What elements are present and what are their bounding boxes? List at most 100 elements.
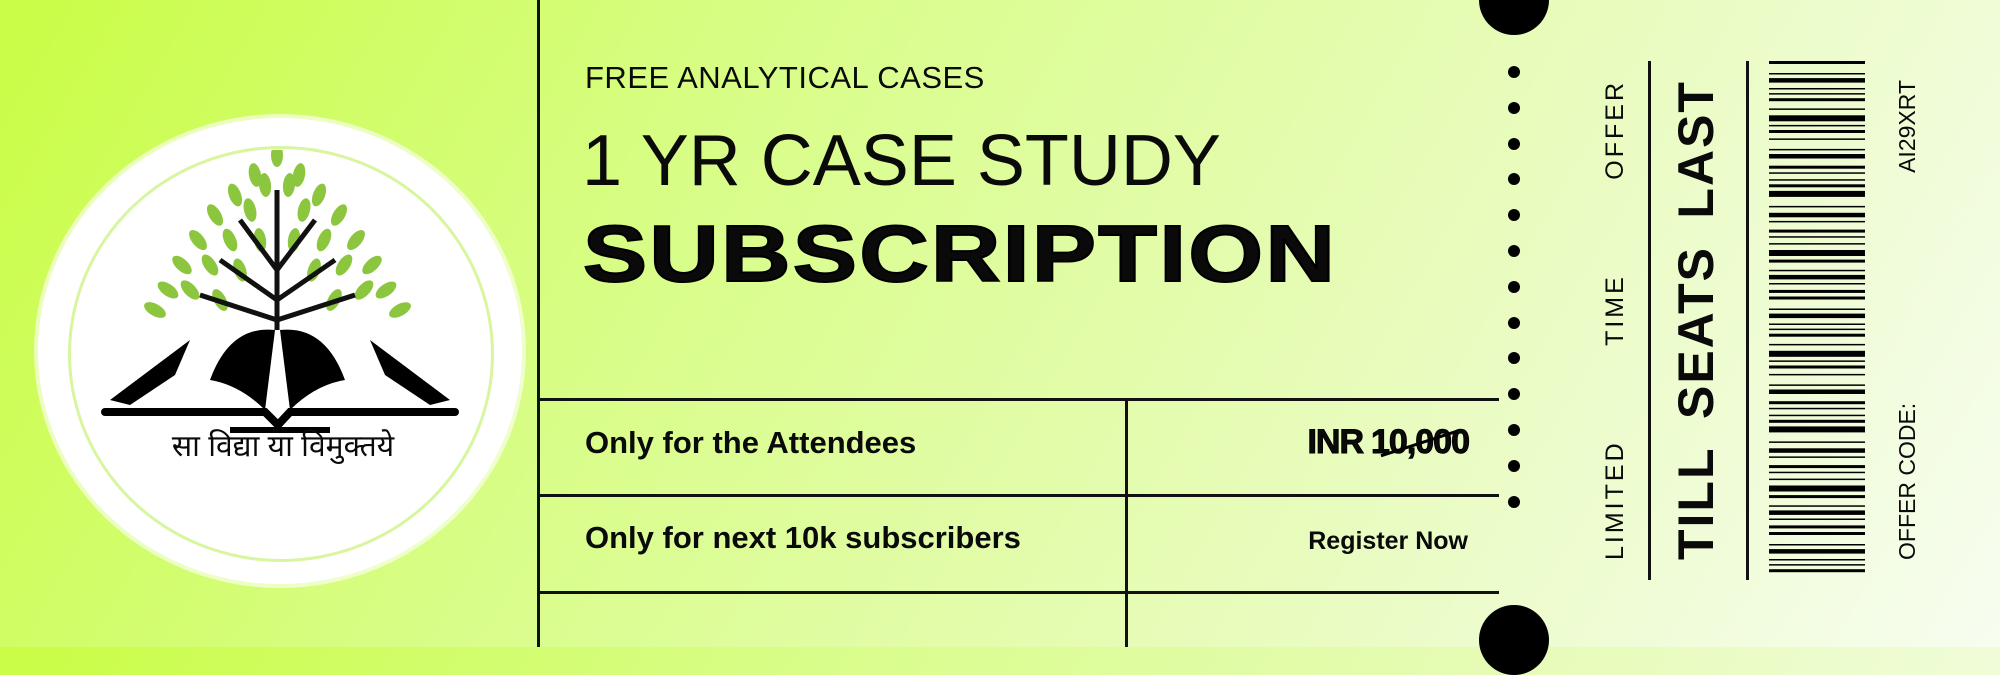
page-title: 1 YR CASE STUDY [582, 121, 1221, 201]
barcode-bar [1769, 313, 1865, 319]
barcode-bar [1769, 205, 1865, 208]
barcode-bar [1769, 243, 1865, 245]
offer-word: OFFER [1600, 80, 1629, 180]
barcode-bar [1769, 441, 1865, 443]
seat-word: LAST [1668, 80, 1724, 219]
barcode-bar [1769, 179, 1865, 181]
barcode-bar [1769, 465, 1865, 469]
barcode-bar [1769, 148, 1865, 151]
offer-code-label: OFFER CODE: [1893, 402, 1920, 560]
seat-word: SEATS [1668, 246, 1724, 420]
barcode-bar [1769, 250, 1865, 256]
leaf [311, 183, 327, 207]
barcode-bar [1769, 328, 1865, 331]
perforation-dot [1508, 245, 1520, 257]
leaf [271, 150, 283, 167]
leaf [172, 255, 192, 275]
logo-inner-ring [68, 146, 494, 562]
barcode-bar [1769, 373, 1865, 376]
barcode-bar [1769, 130, 1865, 133]
barcode-bar [1769, 365, 1865, 369]
offer-word: TIME [1600, 274, 1629, 346]
barcode-bar [1769, 165, 1865, 169]
barcode-bar [1769, 236, 1865, 238]
divider [537, 398, 1499, 401]
page-title-emphasis: SUBSCRIPTION [582, 208, 1338, 299]
barcode-bar [1769, 296, 1865, 300]
barcode-bar [1769, 229, 1865, 233]
divider [1648, 61, 1651, 580]
barcode-bar [1769, 485, 1865, 492]
ticket-notch-bottom [1479, 605, 1549, 675]
barcode-bar [1769, 61, 1865, 64]
leaf [189, 229, 207, 251]
barcode-bar [1769, 323, 1865, 325]
barcode-bar [1769, 154, 1865, 159]
offer-code: OFFER CODE: AI29XRT [1892, 80, 1922, 560]
offer-word: LIMITED [1600, 440, 1629, 560]
leaf [180, 280, 200, 300]
barcode-bar [1769, 88, 1865, 90]
row-label-attendees: Only for the Attendees [585, 425, 917, 460]
divider [1125, 398, 1128, 647]
barcode-bar [1769, 124, 1865, 127]
barcode-bar [1769, 510, 1865, 515]
perforation-dot [1508, 495, 1520, 508]
barcode-bar [1769, 190, 1865, 197]
barcode-bar [1769, 73, 1865, 75]
ticket-notch-top [1479, 0, 1549, 35]
perforation-dot [1508, 424, 1520, 436]
barcode-bar [1769, 384, 1865, 386]
leaf [248, 163, 262, 187]
barcode-bar [1769, 93, 1865, 95]
barcode-bar [1769, 564, 1865, 566]
leaf [206, 204, 224, 226]
perforation-dot [1508, 316, 1520, 329]
leaf [354, 280, 374, 300]
row-label-subscribers: Only for next 10k subscribers [585, 520, 1021, 555]
register-now-button[interactable]: Register Now [1308, 527, 1468, 555]
leaf [282, 173, 296, 197]
barcode-bar [1769, 559, 1865, 561]
barcode-bar [1769, 220, 1865, 223]
perforation-dot [1508, 352, 1520, 365]
leaf [243, 198, 257, 222]
barcode-bar [1769, 448, 1865, 453]
barcode-bar [1769, 308, 1865, 310]
perforation-dot [1508, 66, 1520, 78]
leaf [389, 302, 411, 318]
perforation-dot [1508, 137, 1520, 150]
barcode-bar [1769, 212, 1865, 218]
leaf [258, 173, 272, 197]
barcode-bar [1769, 98, 1865, 102]
price-tag: INR 10,000 [1307, 423, 1471, 462]
price-currency: INR [1307, 423, 1365, 462]
divider [537, 0, 540, 647]
price-struck: 10,000 [1371, 423, 1471, 462]
barcode-bar [1769, 478, 1865, 481]
barcode-bar [1769, 544, 1865, 546]
barcode-bar [1769, 407, 1865, 410]
barcode-bar [1769, 333, 1865, 337]
leaf [375, 281, 397, 299]
offer-code-value[interactable]: AI29XRT [1893, 80, 1920, 173]
barcode-bar [1769, 549, 1865, 554]
leaf [222, 228, 238, 252]
barcode-bar [1769, 569, 1865, 573]
barcode-bar [1769, 108, 1865, 110]
leaf [335, 254, 353, 276]
till-seats-last: TILL SEATS LAST [1666, 80, 1726, 560]
barcode-bar [1769, 350, 1865, 357]
barcode-bar [1769, 259, 1865, 263]
barcode-bar [1769, 172, 1865, 174]
barcode-bar [1769, 389, 1865, 394]
perforation-dot [1508, 173, 1520, 186]
barcode-bar [1769, 274, 1865, 280]
barcode-bar [1769, 360, 1865, 362]
perforation-dot [1508, 459, 1520, 472]
divider [1746, 61, 1749, 580]
leaf [330, 204, 348, 226]
eyebrow-text: FREE ANALYTICAL CASES [585, 60, 985, 95]
divider [537, 591, 1499, 594]
barcode-bar [1769, 115, 1865, 122]
